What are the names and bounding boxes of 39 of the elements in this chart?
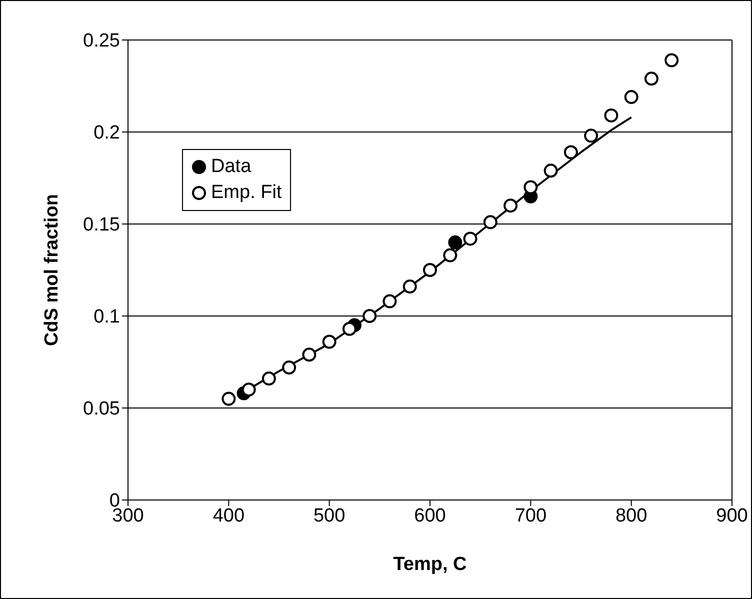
point (242, 382, 256, 397)
legend-label: Emp. Fit (211, 181, 282, 205)
point (664, 53, 679, 68)
point (342, 322, 356, 336)
x-tick-label: 500 (313, 505, 346, 526)
x-axis-title: Temp, C (393, 554, 468, 575)
x-tick-label: 700 (514, 505, 547, 526)
point (322, 334, 336, 349)
point (624, 90, 638, 104)
point (584, 128, 598, 143)
point (483, 215, 498, 230)
point (222, 392, 236, 406)
point (382, 294, 397, 308)
point (644, 72, 658, 86)
x-tick-label: 600 (414, 505, 446, 526)
point (262, 372, 276, 386)
point (282, 360, 296, 375)
y-axis-title: CdS mol fraction (42, 194, 63, 346)
point (524, 180, 538, 194)
y-tick-label: 0.1 (94, 306, 120, 328)
point (423, 263, 437, 277)
point (402, 280, 417, 294)
y-tick-label: 0.25 (83, 30, 120, 52)
y-tick-label: 0.05 (83, 398, 120, 420)
point (504, 198, 518, 213)
x-tick-label: 900 (716, 505, 748, 526)
point (362, 309, 377, 323)
point (448, 235, 462, 250)
point (564, 145, 578, 160)
y-tick-label: 0.2 (94, 122, 120, 144)
x-tick-label: 800 (615, 505, 648, 526)
point (302, 348, 316, 362)
point (604, 108, 618, 122)
point (463, 232, 478, 246)
point (544, 164, 558, 178)
x-tick-label: 400 (212, 505, 245, 526)
legend-label: Data (211, 155, 252, 179)
y-tick-label: 0.15 (83, 214, 120, 236)
point (443, 248, 458, 262)
